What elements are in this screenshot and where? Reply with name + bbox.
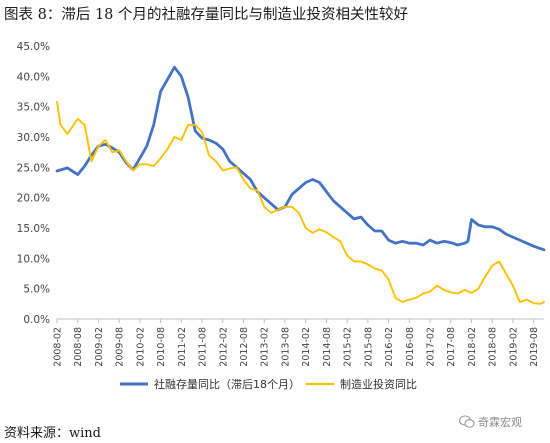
watermark-text: 奇霖宏观 <box>478 416 522 429</box>
x-tick-label: 2008-08 <box>73 327 84 367</box>
x-tick-label: 2011-02 <box>177 327 188 367</box>
x-tick-label: 2018-02 <box>467 327 478 367</box>
x-tick-label: 2016-08 <box>405 327 416 367</box>
y-tick-label: 15.0% <box>17 223 50 235</box>
x-tick-label: 2015-08 <box>363 327 374 367</box>
x-tick-label: 2016-02 <box>384 327 395 367</box>
y-tick-label: 30.0% <box>17 132 50 144</box>
x-tick-label: 2010-08 <box>156 327 167 367</box>
series-line-1 <box>55 65 546 252</box>
figure-title: 图表 8：滞后 18 个月的社融存量同比与制造业投资相关性较好 <box>4 7 409 23</box>
legend: 社融存量同比（滞后18个月） 制造业投资同比 <box>120 377 417 391</box>
x-tick-label: 2013-02 <box>260 327 271 367</box>
legend-label-2: 制造业投资同比 <box>340 377 417 391</box>
x-axis: 2008-02 2008-08 2009-02 2009-08 2010-02 2010-… <box>53 319 540 367</box>
y-tick-label: 25.0% <box>17 162 50 174</box>
series-line-2 <box>56 100 545 305</box>
y-tick-label: 0.0% <box>23 314 50 326</box>
x-tick-label: 2014-02 <box>301 327 312 367</box>
x-tick-label: 2009-02 <box>94 327 105 367</box>
x-tick-label: 2008-02 <box>53 327 64 367</box>
x-tick-label: 2013-08 <box>280 327 291 367</box>
x-tick-label: 2018-08 <box>488 327 499 367</box>
x-tick-label: 2012-02 <box>218 327 229 367</box>
x-tick-label: 2010-02 <box>135 327 146 367</box>
y-tick-label: 10.0% <box>17 253 50 265</box>
x-tick-label: 2015-02 <box>343 327 354 367</box>
x-tick-label: 2019-02 <box>508 327 519 367</box>
legend-label-1: 社融存量同比（滞后18个月） <box>154 377 300 391</box>
watermark: 奇霖宏观 <box>459 414 522 430</box>
x-tick-label: 2019-08 <box>529 327 540 367</box>
x-tick-label: 2017-02 <box>426 327 437 367</box>
wechat-icon <box>459 415 475 428</box>
x-tick-label: 2017-08 <box>446 327 457 367</box>
y-axis: 0.0% 5.0% 10.0% 15.0% 20.0% 25.0% 30.0% 35.0% 40… <box>17 41 50 326</box>
series-lines <box>55 65 546 305</box>
x-tick-label: 2009-08 <box>115 327 126 367</box>
y-tick-label: 40.0% <box>17 71 50 83</box>
y-tick-label: 35.0% <box>17 102 50 114</box>
y-tick-label: 20.0% <box>17 193 50 205</box>
source-note: 资料来源：wind <box>4 426 101 441</box>
y-tick-label: 45.0% <box>17 41 50 53</box>
x-tick-label: 2012-08 <box>239 327 250 367</box>
x-tick-label: 2011-08 <box>198 327 209 367</box>
y-tick-label: 5.0% <box>23 284 50 296</box>
x-tick-label: 2014-08 <box>322 327 333 367</box>
